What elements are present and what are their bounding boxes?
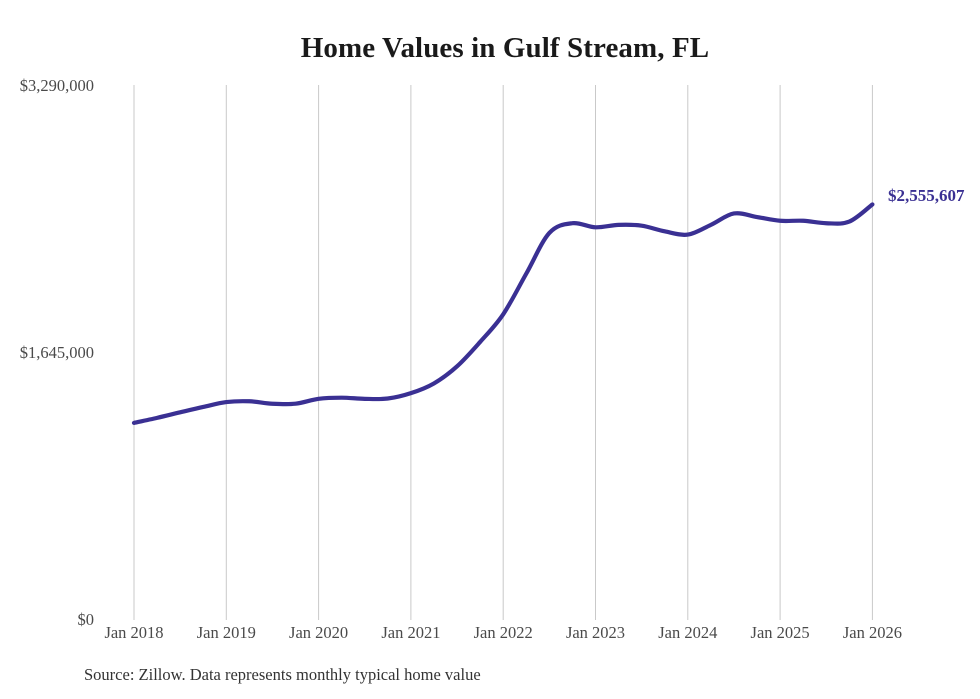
x-axis-tick-label: Jan 2022 xyxy=(473,623,533,642)
y-axis-tick-label-max: $3,290,000 xyxy=(19,76,94,95)
x-axis-tick-label: Jan 2024 xyxy=(658,623,718,642)
x-axis-tick-label: Jan 2023 xyxy=(565,623,626,642)
x-axis-tick-label: Jan 2019 xyxy=(196,623,256,642)
chart-title: Home Values in Gulf Stream, FL xyxy=(300,32,710,64)
x-axis-tick-label: Jan 2021 xyxy=(381,623,441,642)
source-note: Source: Zillow. Data represents monthly … xyxy=(84,665,481,684)
y-axis-tick-label-zero: $0 xyxy=(77,610,95,629)
gridlines xyxy=(133,85,873,620)
end-value-label: $2,555,607 xyxy=(888,186,965,206)
x-axis-tick-label: Jan 2018 xyxy=(104,623,164,642)
y-axis-tick-label-mid: $1,645,000 xyxy=(19,343,94,362)
x-axis-tick-label: Jan 2026 xyxy=(842,623,902,642)
x-axis-tick-label: Jan 2020 xyxy=(289,623,349,642)
x-axis-tick-label: Jan 2025 xyxy=(750,623,810,642)
home-value-trend-line xyxy=(131,202,875,426)
